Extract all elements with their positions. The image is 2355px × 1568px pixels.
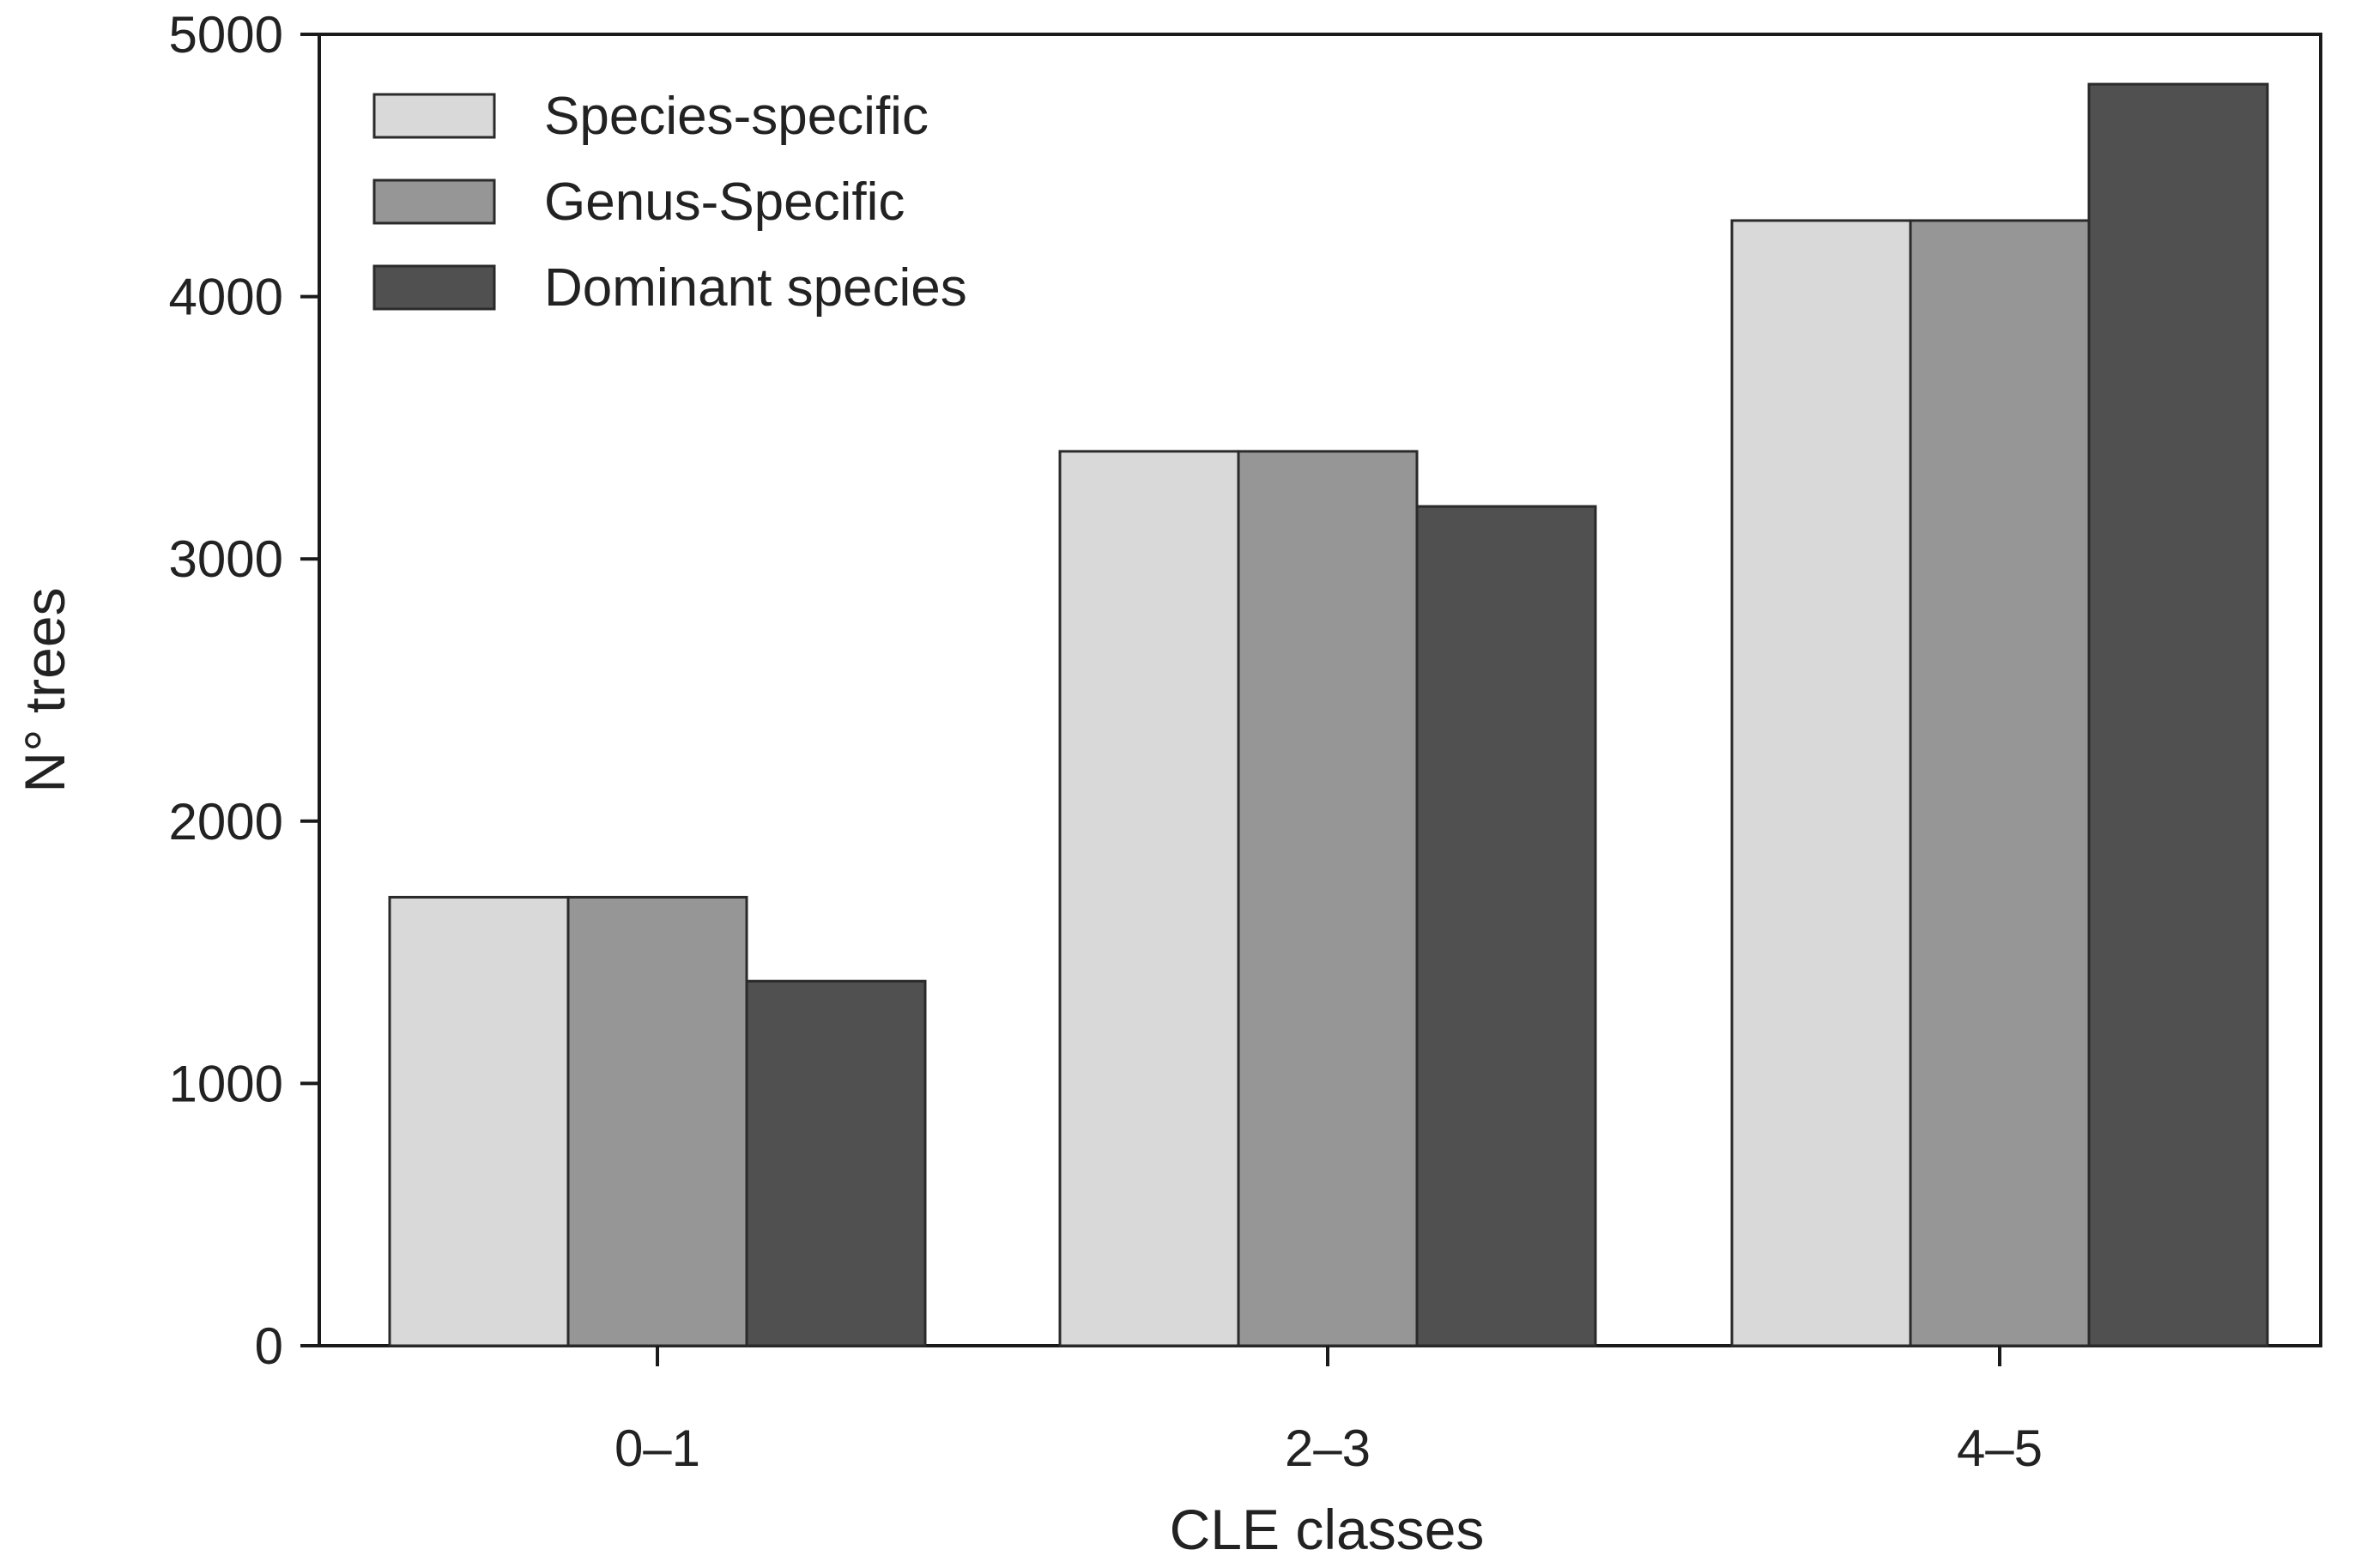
bar-species-specific-2-3 [1058, 450, 1240, 1347]
x-axis-title: CLE classes [1170, 1498, 1485, 1561]
bar-species-specific-0-1 [388, 895, 570, 1347]
bar-dominant-species-4-5 [2087, 82, 2269, 1347]
y-axis-title: N° trees [13, 587, 76, 792]
legend-label-genus-specific: Genus-Specific [544, 173, 905, 232]
bar-genus-specific-0-1 [566, 895, 748, 1347]
y-tick-label-0: 0 [255, 1317, 283, 1375]
y-axis: 0 1000 2000 3000 4000 5000 [169, 6, 319, 1375]
legend-swatch-genus-specific [372, 179, 496, 225]
bar-genus-specific-4-5 [1909, 219, 2091, 1347]
x-tick-label-0-1: 0–1 [614, 1420, 700, 1477]
y-tick-label-5000: 5000 [169, 6, 283, 64]
x-tick-label-4-5: 4–5 [1957, 1420, 2043, 1477]
legend-swatch-species-specific [372, 93, 496, 139]
bar-dominant-species-0-1 [745, 979, 927, 1347]
y-tick-label-1000: 1000 [169, 1055, 283, 1112]
y-tick-label-4000: 4000 [169, 269, 283, 326]
bar-species-specific-4-5 [1730, 219, 1912, 1347]
legend-label-species-specific: Species-specific [544, 87, 929, 146]
legend: Species-specific Genus-Specific Dominant s… [372, 87, 967, 318]
y-tick-label-3000: 3000 [169, 530, 283, 588]
y-tick-label-2000: 2000 [169, 793, 283, 851]
x-tick-label-2-3: 2–3 [1285, 1420, 1371, 1477]
legend-swatch-dominant-species [372, 264, 496, 311]
bar-genus-specific-2-3 [1237, 450, 1419, 1347]
x-axis: 0–1 2–3 4–5 [614, 1346, 2043, 1477]
legend-label-dominant-species: Dominant species [544, 258, 967, 318]
bar-dominant-species-2-3 [1415, 505, 1597, 1347]
